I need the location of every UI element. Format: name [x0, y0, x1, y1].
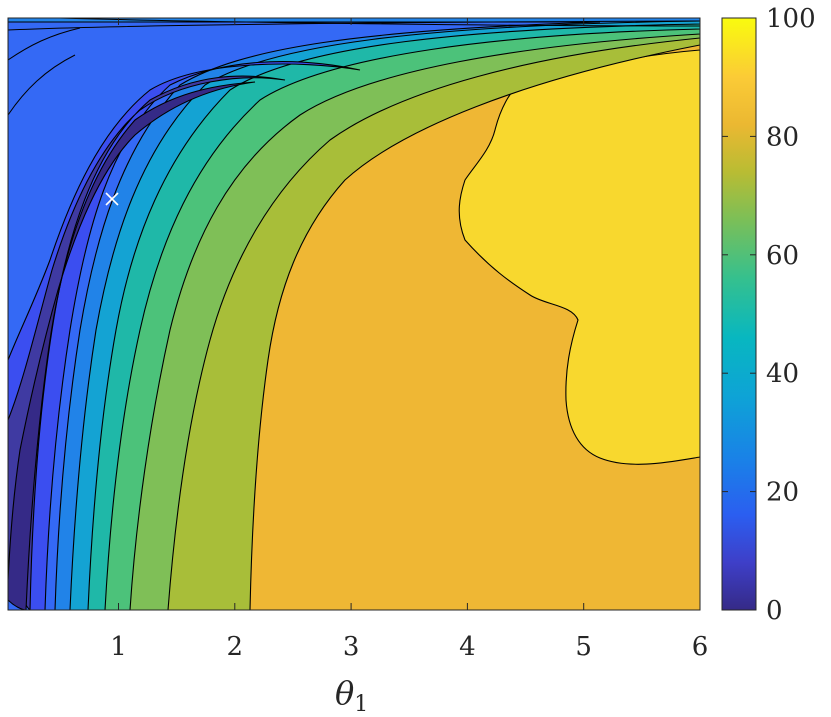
x-tick-label-1: 1: [110, 632, 127, 662]
x-axis-title: θ1: [335, 674, 368, 717]
colorbar-tick-label-40: 40: [766, 359, 799, 389]
contour-line-left-1: [8, 27, 81, 61]
x-axis-ticks: [117, 18, 701, 610]
plot-area: [8, 18, 700, 610]
contour-fill-level-8: [8, 75, 286, 610]
x-axis-title-subscript: 1: [354, 692, 368, 717]
x-tick-label-6: 6: [692, 632, 709, 662]
contour-fill-level-24: [8, 21, 601, 610]
optimum-marker: [105, 192, 119, 206]
contour-line-top-1: [8, 20, 700, 31]
colorbar-tick-label-20: 20: [766, 478, 799, 508]
contour-fill-level-48: [8, 18, 700, 610]
x-tick-label-3: 3: [343, 632, 360, 662]
colorbar: [721, 17, 757, 611]
colorbar-tick-label-80: 80: [766, 122, 799, 152]
x-tick-label-2: 2: [227, 632, 244, 662]
plot-frame: [7, 17, 701, 611]
contour-line-left-2: [8, 54, 76, 116]
x-tick-label-4: 4: [459, 632, 476, 662]
contour-fill-level-16: [8, 61, 361, 610]
x-tick-label-5: 5: [575, 632, 592, 662]
colorbar-tick-labels: 0 20 40 60 80 100: [766, 4, 816, 626]
colorbar-tick-label-0: 0: [766, 596, 783, 626]
x-axis-tick-labels: 1 2 3 4 5 6: [110, 632, 708, 662]
colorbar-ticks: [722, 17, 756, 611]
contour-line-top-2: [59, 18, 700, 27]
x-axis-title-symbol: θ: [335, 674, 354, 712]
colorbar-tick-label-100: 100: [766, 4, 816, 34]
contour-fill-level-0: [8, 81, 256, 610]
colorbar-tick-label-60: 60: [766, 241, 799, 271]
